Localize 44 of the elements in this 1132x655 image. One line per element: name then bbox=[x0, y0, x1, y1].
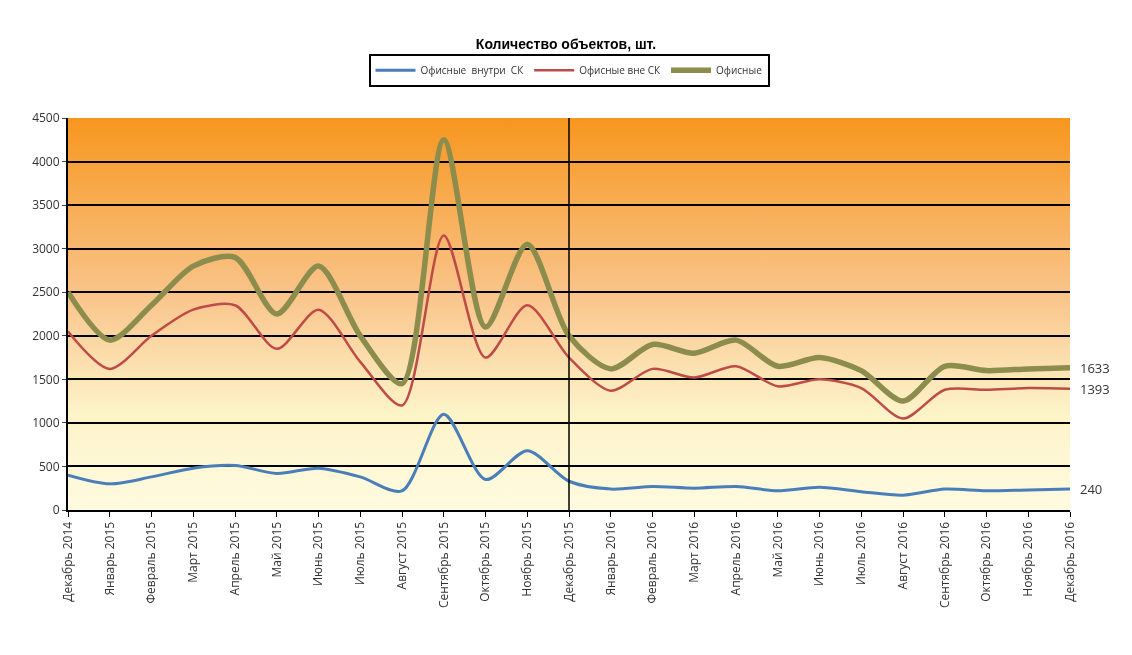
x-tick-label: Март 2016 bbox=[685, 521, 703, 583]
y-tick-label: 3000 bbox=[32, 239, 60, 257]
y-tick-label: 2000 bbox=[32, 326, 60, 344]
x-tick-label: Октябрь 2016 bbox=[977, 521, 995, 602]
x-tick-label: Декабрь 2016 bbox=[1060, 521, 1078, 602]
legend-label: Офисные внутри СК bbox=[420, 63, 525, 78]
y-tick-label: 4000 bbox=[32, 152, 60, 170]
chart-title: Количество объектов, шт. bbox=[475, 36, 657, 53]
x-tick-label: Апрель 2016 bbox=[726, 521, 744, 596]
x-tick-label: Август 2015 bbox=[392, 521, 410, 590]
x-tick-label: Январь 2016 bbox=[601, 521, 619, 596]
y-tick-label: 500 bbox=[39, 457, 60, 475]
annotation: 1393 bbox=[1080, 380, 1110, 398]
x-tick-label: Октябрь 2015 bbox=[476, 521, 494, 602]
x-tick-label: Апрель 2015 bbox=[225, 521, 243, 596]
x-tick-label: Февраль 2015 bbox=[142, 521, 160, 604]
annotation: 1633 bbox=[1080, 359, 1110, 377]
x-tick-label: Ноябрь 2015 bbox=[518, 521, 536, 597]
x-tick-label: Сентябрь 2015 bbox=[434, 521, 452, 609]
y-tick-label: 4500 bbox=[32, 109, 60, 127]
x-tick-label: Март 2015 bbox=[184, 521, 202, 583]
x-tick-label: Декабрь 2015 bbox=[559, 521, 577, 602]
x-tick-label: Май 2016 bbox=[768, 521, 786, 578]
legend-label: Офисные вне СК bbox=[579, 63, 662, 78]
x-tick-label: Январь 2015 bbox=[100, 521, 118, 596]
line-series bbox=[68, 412, 1070, 497]
y-tick-label: 1500 bbox=[32, 370, 60, 388]
y-tick-label: 1000 bbox=[32, 414, 60, 432]
x-tick-label: Ноябрь 2016 bbox=[1019, 521, 1037, 597]
x-tick-label: Июль 2015 bbox=[351, 521, 369, 586]
x-tick-label: Июнь 2016 bbox=[810, 521, 828, 587]
annotation: 240 bbox=[1080, 480, 1103, 498]
x-tick-label: Май 2015 bbox=[267, 521, 285, 578]
y-tick-label: 3500 bbox=[32, 196, 60, 214]
x-tick-label: Сентябрь 2016 bbox=[935, 521, 953, 609]
x-tick-label: Февраль 2016 bbox=[643, 521, 661, 604]
x-tick-label: Июнь 2015 bbox=[309, 521, 327, 587]
x-tick-label: Август 2016 bbox=[893, 521, 911, 590]
y-tick-label: 0 bbox=[52, 501, 60, 519]
legend-label: Офисные bbox=[716, 63, 763, 78]
x-tick-label: Декабрь 2014 bbox=[58, 521, 76, 602]
line-series bbox=[68, 234, 1070, 420]
x-tick-label: Июль 2016 bbox=[852, 521, 870, 586]
y-tick-label: 2500 bbox=[32, 283, 60, 301]
